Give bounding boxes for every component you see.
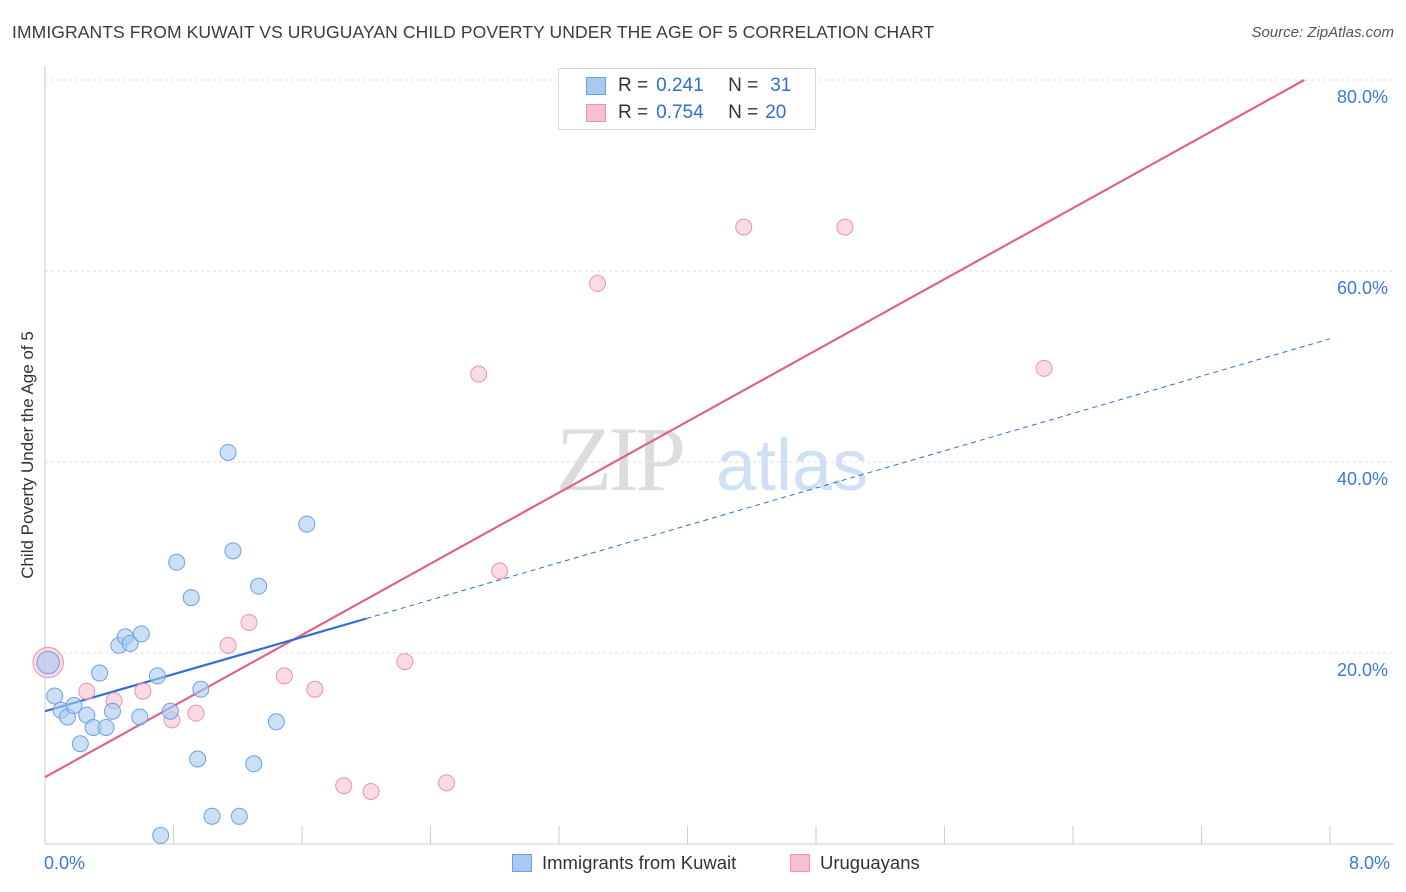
legend-n-label: N = — [728, 75, 759, 96]
chart-title: IMMIGRANTS FROM KUWAIT VS URUGUAYAN CHIL… — [12, 22, 935, 42]
point-kuwait — [245, 755, 263, 773]
point-kuwait — [224, 542, 242, 560]
point-uruguayans — [275, 667, 293, 685]
legend-label-uruguayans: Uruguayans — [820, 852, 920, 873]
watermark-atlas: atlas — [716, 426, 868, 506]
point-uruguayans — [219, 636, 237, 654]
point-kuwait — [36, 650, 60, 675]
point-uruguayans — [187, 704, 205, 722]
data-points — [32, 218, 1053, 844]
point-kuwait — [168, 553, 186, 571]
point-uruguayans — [470, 365, 488, 383]
trend-line-uruguayans — [44, 79, 1305, 779]
legend-r-value: 0.754 — [656, 102, 704, 123]
legend-r-label: R = — [618, 75, 649, 96]
point-kuwait — [97, 718, 115, 736]
point-kuwait — [219, 443, 237, 461]
watermark: ZIPatlas — [556, 408, 868, 510]
point-kuwait — [267, 713, 285, 731]
legend-row-kuwait: R = 0.241 N = 31 — [586, 74, 791, 98]
point-uruguayans — [589, 274, 607, 292]
x-tick-label-min: 0.0% — [44, 853, 86, 873]
point-kuwait — [298, 515, 316, 533]
stats-legend: R = 0.241 N = 31 R = 0.754 N = 20 — [558, 68, 816, 130]
y-tick-label-80: 80.0% — [1337, 87, 1389, 107]
point-kuwait — [103, 702, 121, 720]
legend-n-value: 20 — [765, 102, 787, 123]
gridlines — [45, 79, 1394, 654]
y-tick-label-60: 60.0% — [1337, 278, 1389, 298]
legend-row-uruguayans: R = 0.754 N = 20 — [586, 101, 786, 125]
point-kuwait — [65, 697, 83, 715]
point-uruguayans — [362, 782, 380, 800]
legend-item-uruguayans: Uruguayans — [790, 852, 920, 874]
y-tick-label-20: 20.0% — [1337, 660, 1389, 680]
point-kuwait — [192, 680, 210, 698]
point-uruguayans — [306, 680, 324, 698]
x-tick-label-max: 8.0% — [1349, 853, 1391, 873]
point-uruguayans — [335, 777, 353, 795]
y-tick-label-40: 40.0% — [1337, 469, 1389, 489]
point-uruguayans — [240, 613, 258, 631]
point-kuwait — [250, 577, 268, 595]
point-uruguayans — [491, 562, 509, 580]
point-uruguayans — [78, 682, 96, 700]
point-kuwait — [189, 750, 207, 768]
legend-swatch-blue — [512, 854, 532, 872]
point-kuwait — [121, 634, 139, 652]
point-kuwait — [71, 735, 89, 753]
point-uruguayans — [735, 218, 753, 236]
legend-r-label: R = — [618, 102, 649, 123]
point-uruguayans — [1035, 359, 1053, 377]
point-uruguayans — [438, 774, 456, 792]
legend-n-value: 31 — [770, 75, 792, 96]
legend-swatch-pink — [586, 104, 606, 122]
point-kuwait — [203, 807, 221, 825]
point-uruguayans — [134, 682, 152, 700]
point-kuwait — [132, 625, 150, 643]
point-kuwait — [152, 826, 170, 844]
point-kuwait — [148, 667, 166, 685]
legend-swatch-blue — [586, 77, 606, 95]
source-credit: Source: ZipAtlas.com — [1251, 24, 1394, 41]
point-uruguayans — [836, 218, 854, 236]
point-kuwait — [230, 807, 248, 825]
legend-n-label: N = — [728, 102, 759, 123]
point-kuwait — [161, 702, 179, 720]
trend-lines — [44, 79, 1331, 779]
point-kuwait — [91, 664, 109, 682]
legend-item-kuwait: Immigrants from Kuwait — [512, 852, 736, 874]
axes — [44, 66, 1394, 845]
legend-label-kuwait: Immigrants from Kuwait — [542, 852, 737, 873]
point-kuwait — [182, 589, 200, 607]
point-kuwait — [131, 708, 149, 726]
legend-r-value: 0.241 — [656, 75, 704, 96]
trend-line-kuwait — [44, 617, 367, 713]
point-kuwait — [46, 687, 64, 705]
y-axis-title: Child Poverty Under the Age of 5 — [18, 331, 37, 579]
point-uruguayans — [396, 653, 414, 671]
legend-swatch-pink — [790, 854, 810, 872]
